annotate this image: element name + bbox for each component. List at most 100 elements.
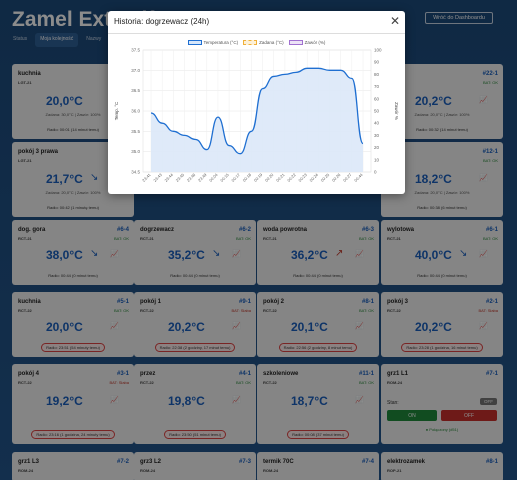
- x-tick-label: 23:45: [175, 172, 186, 183]
- history-chart-icon[interactable]: 📈: [355, 251, 364, 258]
- temperature-value: 19,2°C: [46, 394, 83, 408]
- battery-status: BAT: OK: [482, 158, 498, 163]
- history-chart-icon[interactable]: 📈: [479, 323, 488, 330]
- x-tick-label: 00:44: [353, 172, 364, 183]
- device-name: dogrzewacz: [140, 227, 175, 233]
- device-name: pokój 4: [18, 371, 40, 377]
- close-icon[interactable]: ✕: [389, 14, 400, 28]
- y-tick-label: 35.0: [131, 149, 140, 154]
- device-name: pokój 2: [263, 299, 285, 305]
- modal-title: Historia: dogrzewacz (24h): [114, 17, 210, 26]
- radio-status: Radio: 23:51 (54 minuty temu): [12, 343, 134, 352]
- battery-status: BAT: Słaba: [478, 308, 499, 313]
- y-right-tick-label: 60: [374, 96, 380, 101]
- y-right-tick-label: 30: [374, 133, 380, 138]
- radio-status: Radio: 00:38 (6 minut temu): [381, 205, 503, 210]
- history-chart-icon[interactable]: 📈: [232, 323, 241, 330]
- device-id: #12-1: [482, 149, 498, 155]
- y-right-tick-label: 80: [374, 72, 380, 77]
- device-id: #7-2: [116, 459, 129, 465]
- device-id: #7-1: [485, 371, 498, 377]
- trend-arrow-icon: ↗: [335, 248, 344, 259]
- device-card: pokój 1 #9-1 RCT-22 BAT: Słaba 20,2°C 📈 Radio:…: [134, 292, 256, 357]
- y-right-tick-label: 100: [374, 48, 382, 53]
- radio-status-text: Radio: 23:50 (51 minut temu): [164, 430, 226, 439]
- device-type: RCT-22: [140, 308, 154, 313]
- relay-off-button[interactable]: OFF: [441, 410, 497, 421]
- history-chart-icon[interactable]: 📈: [110, 323, 119, 330]
- battery-status: BAT: OK: [113, 308, 129, 313]
- tab-moja-kolejnosc[interactable]: Moja kolejność: [35, 33, 79, 47]
- y-tick-label: 34.5: [131, 170, 140, 175]
- legend-item-zawor[interactable]: Zawór (%): [288, 40, 325, 45]
- device-id: #6-2: [238, 227, 251, 233]
- device-card: szkoleniowe #11-1 RCT-22 BAT: OK 18,7°C 📈 Radi…: [257, 364, 379, 444]
- legend-swatch-zadana: [243, 40, 258, 45]
- radio-status: Radio: 00:42 (1 minutę temu): [12, 205, 134, 210]
- temperature-value: 20,2°C: [168, 320, 205, 334]
- battery-status: BAT: OK: [358, 380, 374, 385]
- battery-status: BAT: OK: [113, 236, 129, 241]
- device-name: grz3 L2: [140, 459, 162, 465]
- history-chart-icon[interactable]: 📈: [479, 251, 488, 258]
- trend-arrow-icon: ↘: [90, 172, 99, 183]
- device-name: pokój 1: [140, 299, 162, 305]
- y-tick-label: 37.5: [131, 48, 140, 53]
- legend-swatch-zawor: [288, 40, 303, 45]
- history-chart: 34.5 35.0 35.5 36.0 36.5 37.0 37.5 0 10 20 30 40 50 6…: [114, 48, 399, 183]
- device-type: RCT-21: [18, 236, 32, 241]
- device-id: #3-1: [116, 371, 129, 377]
- history-modal: Historia: dogrzewacz (24h) ✕ Temperatura…: [108, 11, 405, 194]
- radio-status: Radio: 00:44 (0 minut temu): [257, 273, 379, 278]
- device-card: przez #4-1 RCT-22 BAT: OK 19,8°C 📈 Radio: 23:5…: [134, 364, 256, 444]
- y-tick-label: 36.5: [131, 88, 140, 93]
- battery-status: BAT: OK: [235, 380, 251, 385]
- setpoint-info: Zadana: 20,0°C | Zawór: 100%: [414, 190, 470, 195]
- x-tick-label: 23:49: [197, 172, 208, 183]
- device-type: RCT-22: [140, 380, 154, 385]
- radio-status-text: Radio: 00:44 (0 minut temu): [48, 273, 98, 278]
- y-right-tick-label: 40: [374, 121, 380, 126]
- device-id: #6-4: [116, 227, 129, 233]
- x-tick-label: 23:44: [163, 172, 174, 183]
- device-type: LGT-21: [18, 80, 32, 85]
- history-chart-icon[interactable]: 📈: [232, 251, 241, 258]
- tab-status[interactable]: Status: [13, 36, 28, 42]
- history-chart-icon[interactable]: 📈: [232, 397, 241, 404]
- battery-status: BAT: Słaba: [231, 308, 252, 313]
- device-id: #6-1: [485, 227, 498, 233]
- radio-status: Radio: 22:56 (2 godziny, 8 minut temu): [257, 343, 379, 352]
- radio-status-text: Radio: 00:32 (14 minut temu): [416, 127, 468, 132]
- device-id: #8-1: [485, 459, 498, 465]
- temperature-value: 40,0°C: [415, 248, 452, 262]
- temperature-value: 20,2°C: [415, 94, 452, 108]
- x-tick-label: 00:25: [320, 172, 331, 183]
- temperature-value: 36,2°C: [291, 248, 328, 262]
- history-chart-icon[interactable]: 📈: [355, 397, 364, 404]
- legend-item-zadana[interactable]: Zadana (°C): [243, 40, 284, 45]
- radio-status-text: Radio: 00:42 (1 minutę temu): [47, 205, 99, 210]
- history-chart-icon[interactable]: 📈: [355, 323, 364, 330]
- temperature-value: 20,1°C: [291, 320, 328, 334]
- history-chart-icon[interactable]: 📈: [110, 251, 119, 258]
- connection-status: ● Połączony (#51): [425, 427, 459, 432]
- radio-status: Radio: 00:44 (0 minut temu): [381, 273, 503, 278]
- device-id: #9-1: [238, 299, 251, 305]
- legend-label-zadana: Zadana (°C): [259, 40, 284, 45]
- device-card: wylotowa #6-1 RCT-21 BAT: OK 40,0°C ↘ 📈 Radio: …: [381, 220, 503, 285]
- dashboard-button[interactable]: Wróć do Dashboardu: [425, 12, 493, 24]
- radio-status-text: Radio: 00:38 (6 minut temu): [417, 205, 467, 210]
- setpoint-info: Zadana: 20,0°C | Zawór: 100%: [414, 112, 470, 117]
- device-name: dog. gora: [18, 227, 46, 233]
- tab-nazwy[interactable]: Nazwy: [86, 36, 102, 42]
- device-card: grz1 L1 #7-1 ROM-24 Stan: OFF ON OFF ● Połączon…: [381, 364, 503, 444]
- relay-on-button[interactable]: ON: [387, 410, 437, 421]
- history-chart-icon[interactable]: 📈: [110, 397, 119, 404]
- relay-state-label: Stan:: [387, 400, 399, 406]
- radio-status: Radio: 00:08 (37 minut temu): [257, 430, 379, 439]
- temperature-value: 19,8°C: [168, 394, 205, 408]
- device-type: LGT-21: [18, 158, 32, 163]
- legend-item-temperatura[interactable]: Temperatura (°C): [187, 40, 238, 45]
- history-chart-icon[interactable]: 📈: [479, 97, 488, 104]
- history-chart-icon[interactable]: 📈: [479, 175, 488, 182]
